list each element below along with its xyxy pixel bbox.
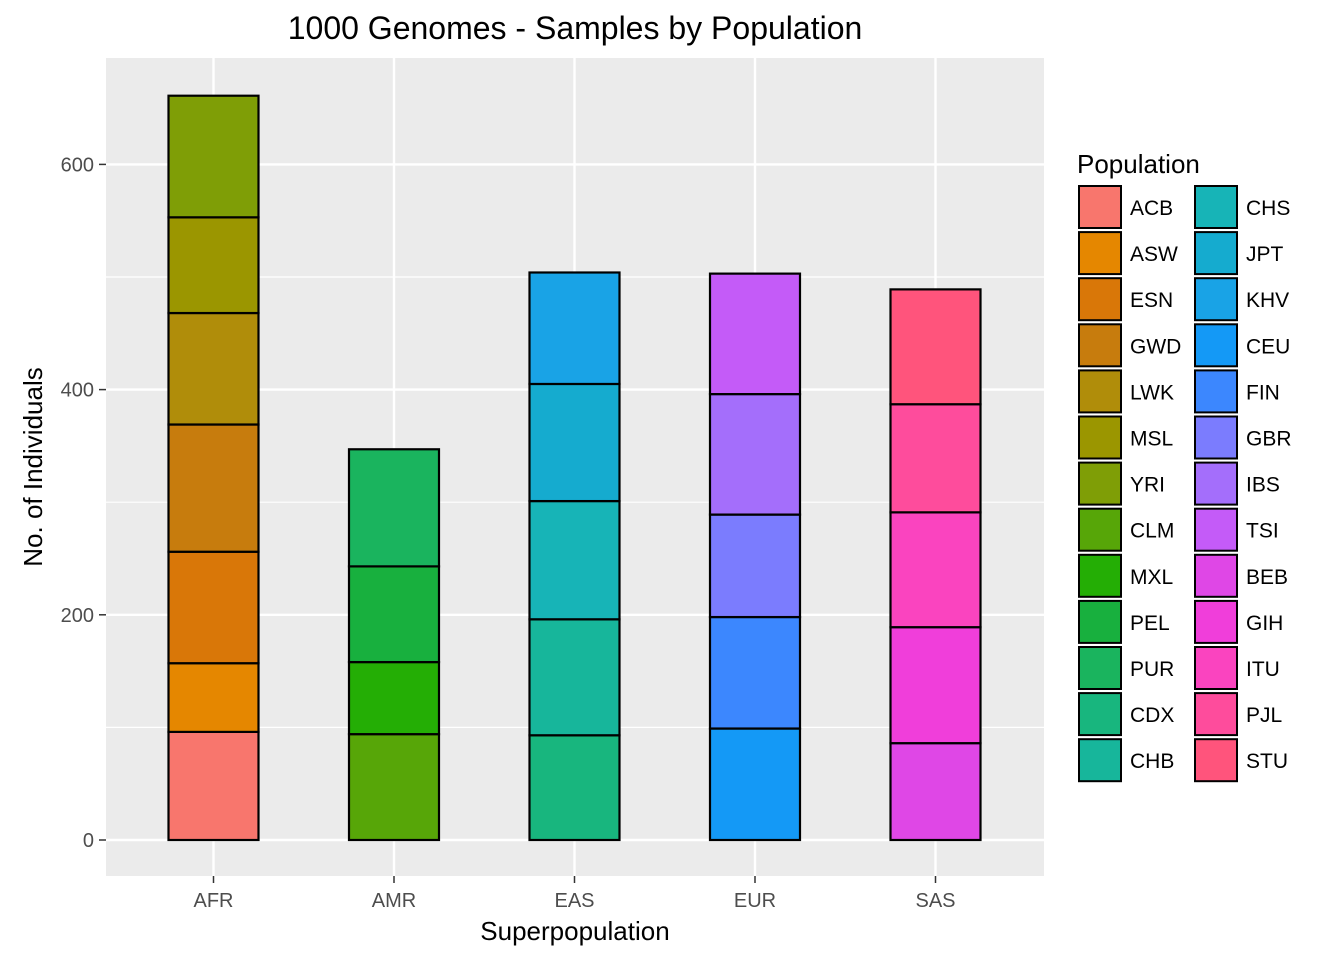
bar-segment-ibs	[708, 393, 802, 516]
legend-label-ceu: CEU	[1246, 335, 1290, 358]
legend-label-itu: ITU	[1246, 658, 1280, 681]
legend-key-clm	[1078, 507, 1122, 552]
bar-segment-yri	[167, 94, 260, 219]
bar-segment-cdx	[528, 734, 621, 842]
legend-key-jpt	[1194, 231, 1238, 276]
bar-segment-beb	[889, 742, 982, 842]
bar-segment-esn	[167, 550, 260, 665]
legend-key-tsi	[1194, 507, 1238, 552]
legend-label-tsi: TSI	[1246, 520, 1279, 543]
legend-label-ibs: IBS	[1246, 474, 1280, 497]
legend-key-chb	[1078, 738, 1122, 783]
y-tick-label: 400	[61, 380, 94, 402]
legend-key-mxl	[1078, 553, 1122, 598]
legend-title: Population	[1077, 149, 1200, 179]
legend-key-gwd	[1078, 323, 1122, 368]
legend-label-chs: CHS	[1246, 197, 1290, 220]
bar-segment-gbr	[708, 513, 802, 619]
bar-segment-acb	[167, 730, 260, 842]
bar-segment-clm	[347, 733, 441, 842]
y-tick-label: 0	[83, 830, 94, 852]
bar-segment-itu	[889, 511, 982, 629]
bar-segment-pur	[347, 448, 441, 568]
legend-key-esn	[1078, 277, 1122, 322]
x-tick-label: AFR	[194, 890, 234, 912]
x-tick-label: EUR	[734, 890, 776, 912]
bar-segment-asw	[167, 662, 260, 734]
bar-segment-msl	[167, 216, 260, 315]
legend-label-gih: GIH	[1246, 612, 1283, 635]
bar-segment-gwd	[167, 423, 260, 553]
x-tick-label: SAS	[915, 890, 955, 912]
bar-segment-pel	[347, 565, 441, 664]
legend-key-beb	[1194, 553, 1238, 598]
legend-key-pjl	[1194, 692, 1238, 737]
legend-key-pel	[1078, 599, 1122, 644]
y-axis: 0 200 400 600	[61, 154, 106, 852]
bar-segment-khv	[528, 271, 621, 386]
legend: Population ACB ASW ESN GWD LWK MSL YRI CLM MXL PE…	[1077, 149, 1292, 783]
legend-label-pjl: PJL	[1246, 704, 1282, 727]
legend-label-cdx: CDX	[1130, 704, 1174, 727]
bar-segment-lwk	[167, 311, 260, 426]
legend-key-chs	[1194, 185, 1238, 229]
legend-key-fin	[1194, 369, 1238, 414]
bar-segment-jpt	[528, 382, 621, 503]
legend-key-pur	[1078, 646, 1122, 690]
x-axis: AFR AMR EAS EUR SAS	[194, 876, 956, 912]
legend-key-yri	[1078, 461, 1122, 506]
legend-label-clm: CLM	[1130, 520, 1174, 543]
legend-label-lwk: LWK	[1130, 381, 1174, 404]
chart-title: 1000 Genomes - Samples by Population	[288, 10, 863, 46]
bar-segment-fin	[708, 615, 802, 730]
legend-key-gih	[1194, 599, 1238, 644]
x-tick-label: AMR	[372, 890, 416, 912]
x-axis-title: Superpopulation	[480, 916, 669, 946]
bar-segment-gih	[889, 626, 982, 745]
legend-label-asw: ASW	[1130, 243, 1178, 266]
legend-label-mxl: MXL	[1130, 566, 1173, 589]
legend-key-acb	[1078, 185, 1122, 229]
bars	[167, 94, 982, 842]
legend-label-esn: ESN	[1130, 289, 1173, 312]
x-tick-label: EAS	[554, 890, 594, 912]
legend-key-khv	[1194, 277, 1238, 322]
legend-label-jpt: JPT	[1246, 243, 1284, 266]
legend-label-khv: KHV	[1246, 289, 1289, 312]
bar-segment-mxl	[347, 660, 441, 736]
legend-label-gwd: GWD	[1130, 335, 1181, 358]
legend-key-itu	[1194, 646, 1238, 690]
legend-label-gbr: GBR	[1246, 428, 1292, 451]
legend-label-yri: YRI	[1130, 474, 1165, 497]
legend-key-msl	[1078, 415, 1122, 460]
legend-key-asw	[1078, 231, 1122, 276]
y-tick-label: 200	[61, 605, 94, 627]
legend-label-chb: CHB	[1130, 750, 1174, 773]
legend-key-cdx	[1078, 692, 1122, 737]
bar-segment-ceu	[708, 727, 802, 842]
legend-key-ceu	[1194, 323, 1238, 368]
legend-key-gbr	[1194, 415, 1238, 460]
legend-key-stu	[1194, 738, 1238, 783]
bar-segment-tsi	[708, 272, 802, 396]
bar-segment-chb	[528, 618, 621, 737]
legend-label-beb: BEB	[1246, 566, 1288, 589]
bar-segment-stu	[889, 288, 982, 406]
legend-label-pel: PEL	[1130, 612, 1170, 635]
legend-key-lwk	[1078, 369, 1122, 414]
y-axis-title: No. of Individuals	[18, 367, 48, 566]
legend-label-fin: FIN	[1246, 381, 1280, 404]
legend-label-msl: MSL	[1130, 428, 1173, 451]
legend-label-stu: STU	[1246, 750, 1288, 773]
bar-segment-pjl	[889, 403, 982, 514]
y-tick-label: 600	[61, 154, 94, 176]
bar-segment-chs	[528, 499, 621, 621]
legend-label-acb: ACB	[1130, 197, 1173, 220]
legend-label-pur: PUR	[1130, 658, 1174, 681]
legend-key-ibs	[1194, 461, 1238, 506]
